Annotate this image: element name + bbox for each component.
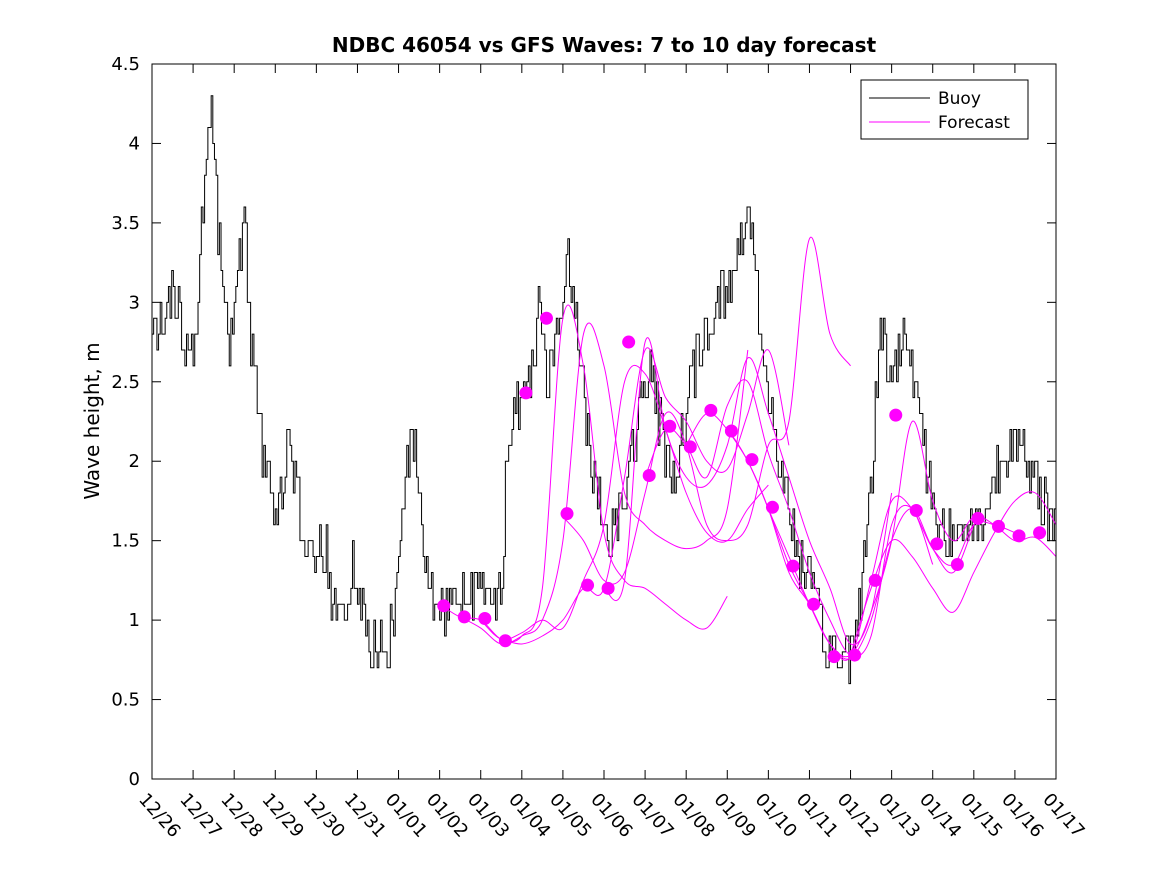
forecast-line — [501, 347, 790, 645]
forecast-marker — [622, 335, 636, 349]
forecast-line — [459, 322, 749, 645]
forecast-marker — [560, 507, 574, 521]
forecast-marker — [683, 440, 697, 454]
forecast-marker — [1033, 526, 1047, 540]
y-axis-label: Wave height, m — [80, 342, 104, 499]
y-tick-label: 0.5 — [111, 690, 140, 711]
buoy-line — [152, 95, 1056, 685]
forecast-marker — [498, 634, 512, 648]
forecast-marker — [663, 419, 677, 433]
chart-title: NDBC 46054 vs GFS Waves: 7 to 10 day for… — [332, 33, 877, 57]
forecast-line — [603, 337, 893, 646]
forecast-marker — [889, 408, 903, 422]
forecast-line — [480, 364, 769, 641]
legend-buoy-label: Buoy — [938, 89, 981, 109]
forecast-marker — [991, 519, 1005, 533]
forecast-marker — [868, 573, 882, 587]
forecast-marker — [765, 500, 779, 514]
y-tick-label: 4.5 — [111, 54, 140, 75]
y-tick-label: 1.5 — [111, 531, 140, 552]
forecast-line — [767, 420, 1056, 658]
forecast-marker — [827, 650, 841, 664]
forecast-marker — [601, 581, 615, 595]
forecast-marker — [642, 469, 656, 483]
forecast-marker — [437, 599, 451, 613]
legend-box — [860, 79, 1029, 140]
forecast-marker — [519, 386, 533, 400]
y-tick-label: 2.5 — [111, 372, 140, 393]
forecast-line — [562, 236, 851, 585]
y-tick-label: 4 — [129, 133, 140, 154]
forecast-marker — [478, 612, 492, 626]
y-tick-label: 3 — [129, 292, 140, 313]
forecast-line — [644, 379, 934, 657]
legend-forecast-label: Forecast — [938, 113, 1010, 133]
legend: Buoy Forecast — [860, 79, 1029, 140]
forecast-marker — [971, 511, 985, 525]
forecast-marker — [745, 453, 759, 467]
forecast-marker — [724, 424, 738, 438]
forecast-marker — [807, 597, 821, 611]
forecast-marker — [539, 311, 553, 325]
forecast-marker — [930, 537, 944, 551]
forecast-marker — [786, 559, 800, 573]
plot-area — [152, 95, 1056, 685]
forecast-marker-layer — [437, 311, 1047, 664]
y-tick-label: 3.5 — [111, 213, 140, 234]
buoy-series-layer — [152, 95, 1056, 685]
forecast-marker — [1012, 529, 1026, 543]
forecast-marker — [704, 403, 718, 417]
y-tick-label: 2 — [129, 451, 140, 472]
y-tick-label: 0 — [129, 769, 140, 790]
forecast-marker — [950, 558, 964, 571]
forecast-marker — [581, 578, 595, 592]
forecast-line — [850, 491, 1056, 656]
y-tick-label: 1 — [129, 610, 140, 631]
forecast-marker — [457, 610, 471, 624]
forecast-marker — [848, 648, 862, 662]
forecast-marker — [909, 503, 923, 517]
